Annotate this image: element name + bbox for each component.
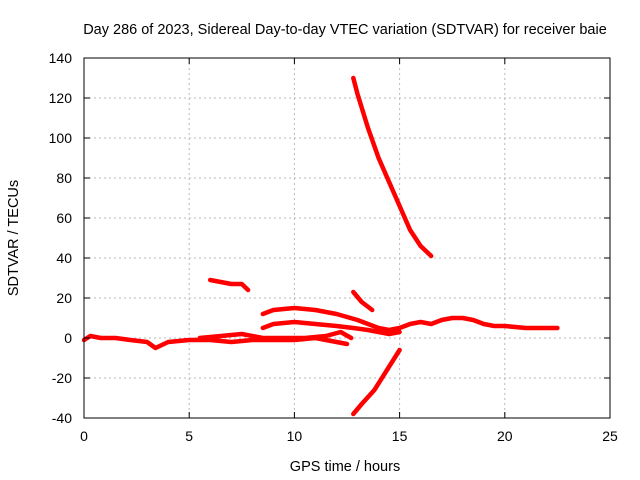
x-tick-label: 5 [185,428,193,444]
y-tick-label: 60 [56,210,72,226]
x-axis-label: GPS time / hours [290,459,400,475]
y-tick-label: -20 [52,370,72,386]
x-tick-label: 20 [497,428,513,444]
series-arc-8 [351,347,402,417]
x-tick-label: 15 [392,428,408,444]
y-tick-label: -40 [52,410,72,426]
series-arc-6 [351,289,375,313]
x-tick-label: 10 [287,428,303,444]
y-tick-label: 140 [49,50,73,66]
y-tick-label: 20 [56,290,72,306]
y-axis-label: SDTVAR / TECUs [6,180,22,296]
x-tick-label: 0 [80,428,88,444]
series-arc-5 [260,305,560,333]
series-arc-4 [260,319,402,337]
y-tick-label: 100 [49,130,73,146]
tick-layer: 0 5 10 15 20 25 -40 -20 0 20 40 60 80 100 120 140 [49,50,618,444]
y-tick-label: 80 [56,170,72,186]
y-tick-label: 120 [49,90,73,106]
x-tick-label: 25 [602,428,618,444]
chart-title: Day 286 of 2023, Sidereal Day-to-day VTE… [83,22,607,38]
grid-layer [84,58,610,418]
series-layer [81,75,560,417]
series-arc-2 [197,329,354,341]
y-tick-label: 40 [56,250,72,266]
series-arc-7 [351,75,434,259]
plot-frame [83,57,611,419]
series-arc-3 [207,277,251,293]
y-tick-label: 0 [64,330,72,346]
